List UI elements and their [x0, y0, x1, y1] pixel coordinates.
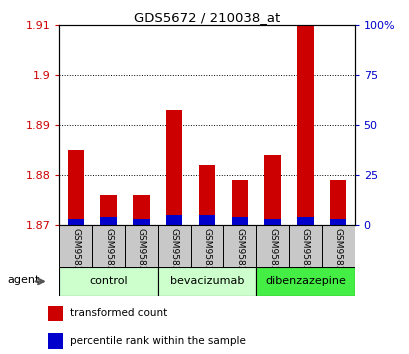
Bar	[157, 225, 190, 267]
Text: dibenzazepine: dibenzazepine	[264, 276, 345, 286]
Bar	[67, 150, 84, 225]
Bar	[264, 155, 280, 225]
Bar	[321, 225, 354, 267]
Text: GSM958326: GSM958326	[300, 228, 309, 283]
Text: GSM958329: GSM958329	[202, 228, 211, 283]
Bar	[59, 267, 157, 296]
Bar	[166, 110, 182, 225]
Bar	[256, 225, 288, 267]
Text: percentile rank within the sample: percentile rank within the sample	[70, 336, 245, 346]
Text: transformed count: transformed count	[70, 308, 167, 318]
Text: control: control	[89, 276, 128, 286]
Bar	[288, 225, 321, 267]
Bar	[198, 215, 215, 225]
Bar	[100, 195, 117, 225]
Bar	[133, 195, 149, 225]
Text: bevacizumab: bevacizumab	[169, 276, 244, 286]
Bar	[92, 225, 125, 267]
Bar	[67, 219, 84, 225]
Text: GSM958323: GSM958323	[104, 228, 113, 283]
Bar	[157, 267, 256, 296]
Text: GSM958327: GSM958327	[333, 228, 342, 283]
Text: agent: agent	[7, 275, 39, 285]
Bar	[59, 225, 92, 267]
Text: GSM958324: GSM958324	[137, 228, 146, 283]
Bar	[329, 219, 346, 225]
Bar	[329, 180, 346, 225]
Bar	[133, 219, 149, 225]
Bar	[166, 215, 182, 225]
Text: GSM958322: GSM958322	[71, 228, 80, 283]
Bar	[256, 267, 354, 296]
Bar	[125, 225, 157, 267]
Bar	[297, 25, 313, 225]
Bar	[100, 217, 117, 225]
Bar	[264, 219, 280, 225]
Bar	[48, 306, 63, 321]
Bar	[297, 217, 313, 225]
Text: GSM958330: GSM958330	[235, 228, 244, 283]
Bar	[223, 225, 256, 267]
Title: GDS5672 / 210038_at: GDS5672 / 210038_at	[134, 11, 279, 24]
Bar	[231, 217, 247, 225]
Bar	[198, 165, 215, 225]
Text: GSM958325: GSM958325	[267, 228, 276, 283]
Bar	[190, 225, 223, 267]
Bar	[231, 180, 247, 225]
Bar	[48, 333, 63, 348]
Text: GSM958328: GSM958328	[169, 228, 178, 283]
